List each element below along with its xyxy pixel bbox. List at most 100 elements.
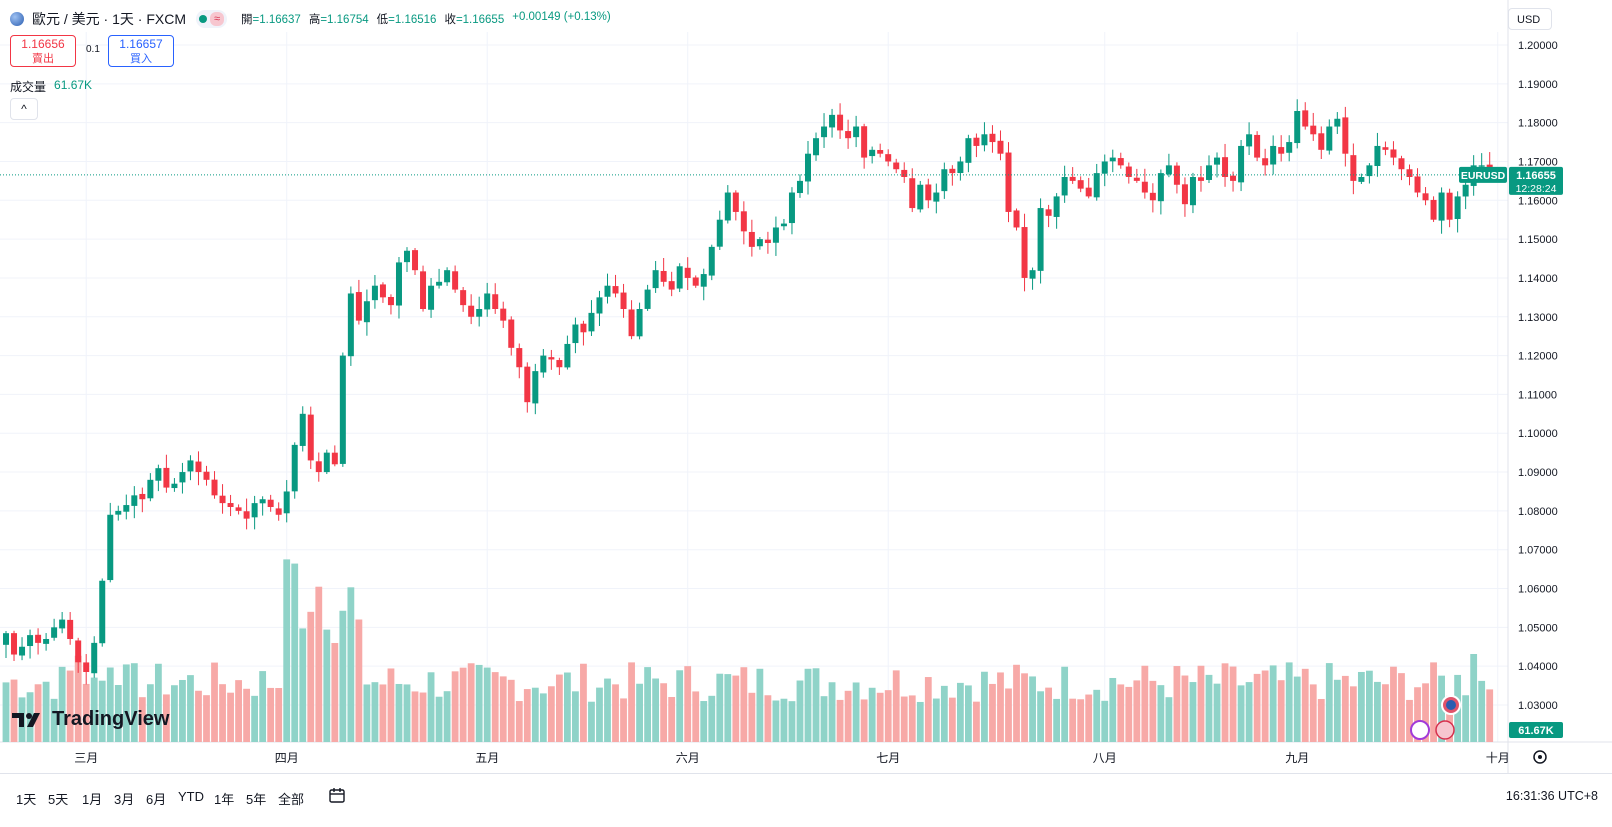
- candle: [1454, 191, 1461, 233]
- range-button[interactable]: 1天: [16, 792, 37, 807]
- candle: [51, 618, 58, 641]
- candle: [19, 637, 26, 661]
- candle: [1334, 112, 1341, 134]
- volume-bar: [1013, 664, 1020, 742]
- candle: [917, 180, 924, 213]
- volume-bar: [1357, 671, 1365, 742]
- volume-bar: [700, 701, 708, 742]
- y-tick-label: 1.09000: [1518, 467, 1558, 479]
- volume-bar: [179, 679, 186, 742]
- volume-bar: [1109, 677, 1117, 742]
- tradingview-logo[interactable]: TradingView: [12, 708, 169, 731]
- candle: [1326, 119, 1333, 155]
- candle: [11, 630, 18, 662]
- volume-bar: [1101, 700, 1109, 742]
- status-badge: ≈: [210, 12, 225, 26]
- candle: [259, 496, 266, 516]
- candle: [1238, 139, 1245, 192]
- currency-button[interactable]: USD: [1508, 8, 1552, 30]
- candle: [1189, 172, 1196, 214]
- high-value: =1.16754: [320, 14, 369, 26]
- candle: [668, 271, 675, 297]
- candle: [813, 132, 820, 161]
- candle: [347, 286, 354, 366]
- bottom-toolbar: 1天 5天 1月 3月 6月 YTD 1年 5年 全部 16:31:36 UTC+8: [0, 773, 1612, 827]
- ohlc-low: 低=1.16516: [377, 11, 437, 27]
- x-tick-label: 六月: [676, 751, 700, 765]
- market-status-pill[interactable]: ≈: [196, 10, 228, 28]
- candle: [67, 612, 74, 645]
- volume-bar: [1149, 680, 1157, 742]
- buy-button[interactable]: 1.16657 買入: [108, 35, 174, 67]
- range-button[interactable]: 全部: [278, 792, 305, 807]
- volume-bar: [876, 692, 884, 742]
- volume-bar: [411, 691, 419, 742]
- candle: [861, 123, 868, 169]
- candle: [235, 504, 242, 515]
- symbol-tag-text: EURUSD: [1461, 170, 1506, 182]
- candle: [1077, 176, 1084, 193]
- gear-icon[interactable]: [1533, 750, 1547, 764]
- volume-bar: [1221, 663, 1229, 742]
- candle: [1181, 177, 1188, 217]
- volume-bar: [331, 642, 339, 742]
- y-tick-label: 1.18000: [1518, 118, 1558, 130]
- volume-bar: [748, 692, 756, 742]
- volume-bar: [539, 693, 547, 742]
- x-tick-label: 八月: [1093, 751, 1117, 765]
- candle: [1350, 143, 1357, 195]
- range-button[interactable]: 5年: [246, 792, 267, 807]
- volume-bar: [163, 694, 170, 742]
- volume-bar: [1446, 695, 1453, 742]
- volume-bar: [1285, 662, 1293, 742]
- range-button[interactable]: 1月: [82, 792, 103, 807]
- sell-button[interactable]: 1.16656 賣出: [10, 35, 76, 67]
- price-chart[interactable]: 1.20000 1.19000 1.18000 1.17000 1.16000 1.150…: [0, 0, 1612, 774]
- volume-bar: [989, 683, 996, 742]
- range-button[interactable]: 1年: [214, 792, 235, 807]
- volume-bar: [475, 664, 483, 742]
- candle: [1053, 193, 1060, 229]
- volume-bar: [2, 682, 10, 742]
- symbol-title[interactable]: 歐元 / 美元 · 1天 · FXCM: [10, 9, 186, 29]
- date-range-calendar-icon[interactable]: [328, 786, 346, 807]
- candle: [524, 362, 531, 413]
- candle: [331, 445, 338, 467]
- range-button[interactable]: 6月: [146, 792, 167, 807]
- volume-bar: [1021, 673, 1028, 742]
- candle: [115, 505, 122, 521]
- candle: [1037, 198, 1044, 284]
- chevron-up-icon: ^: [21, 102, 27, 116]
- candle: [965, 134, 972, 173]
- clock-timezone[interactable]: 16:31:36 UTC+8: [1505, 789, 1598, 803]
- candle: [989, 125, 996, 153]
- candle: [1406, 164, 1413, 186]
- range-button[interactable]: 3月: [114, 792, 135, 807]
- volume-bar: [973, 701, 980, 742]
- volume-bar: [836, 699, 844, 742]
- candle: [556, 357, 563, 375]
- volume-bar: [1462, 695, 1470, 742]
- lightning-event-icon[interactable]: [1410, 720, 1430, 740]
- candle: [1029, 267, 1036, 290]
- volume-bar: [443, 691, 451, 742]
- us-flag-icon[interactable]: [1435, 720, 1455, 740]
- y-tick-label: 1.04000: [1518, 661, 1558, 673]
- candle: [877, 143, 884, 158]
- candle: [1294, 99, 1301, 149]
- volume-bar: [868, 687, 876, 742]
- volume-bar: [1269, 665, 1277, 742]
- candle: [837, 103, 844, 139]
- collapse-legend-button[interactable]: ^: [10, 98, 38, 120]
- sell-price: 1.16656: [21, 37, 65, 51]
- spread-value: 0.1: [86, 44, 100, 55]
- volume-bar: [812, 668, 820, 742]
- range-button[interactable]: YTD: [178, 789, 204, 804]
- candle: [1173, 162, 1180, 194]
- volume-bar: [499, 676, 507, 742]
- candle: [139, 487, 146, 513]
- candle: [853, 115, 860, 148]
- volume-bar: [114, 684, 122, 742]
- range-button[interactable]: 5天: [48, 792, 69, 807]
- volume-legend[interactable]: 成交量 61.67K: [10, 78, 92, 95]
